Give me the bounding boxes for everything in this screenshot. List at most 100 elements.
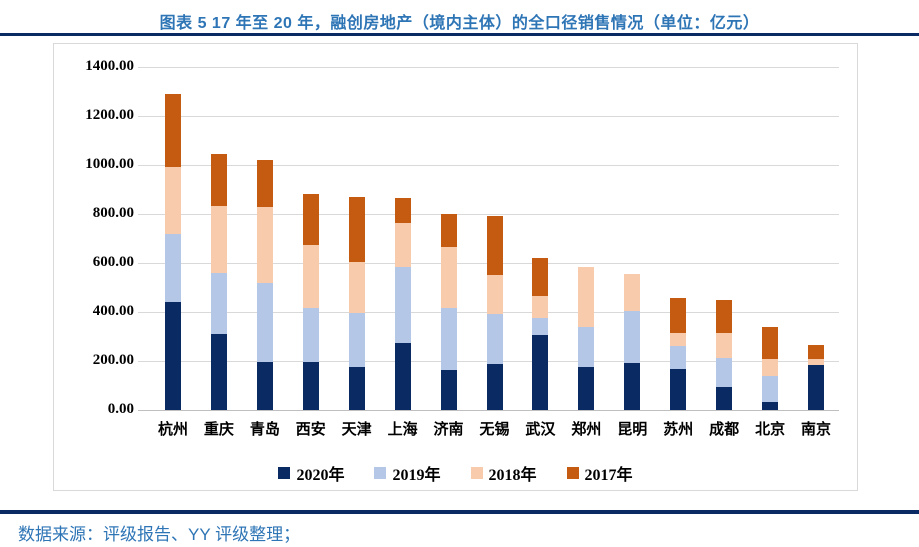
legend-item: 2019年 bbox=[374, 461, 441, 485]
legend-item: 2017年 bbox=[566, 461, 633, 485]
bar-segment-2019年 bbox=[302, 308, 319, 362]
bar-segment-2020年 bbox=[716, 387, 733, 410]
legend-swatch bbox=[374, 467, 387, 479]
bar-segment-2020年 bbox=[302, 361, 319, 410]
bar-segment-2019年 bbox=[486, 313, 503, 364]
x-axis-label: 南京 bbox=[801, 421, 832, 438]
title-divider bbox=[0, 33, 919, 36]
bar-segment-2018年 bbox=[440, 246, 457, 309]
x-axis-label: 重庆 bbox=[203, 421, 234, 438]
legend-label: 2017年 bbox=[584, 467, 633, 484]
gridline bbox=[138, 165, 839, 166]
legend-swatch bbox=[470, 467, 483, 479]
x-axis-label: 郑州 bbox=[571, 421, 602, 438]
bar-segment-2018年 bbox=[716, 332, 733, 359]
bar-segment-2019年 bbox=[762, 375, 779, 402]
bar-segment-2020年 bbox=[164, 302, 181, 410]
x-axis-label: 上海 bbox=[387, 421, 418, 438]
bar-segment-2017年 bbox=[762, 326, 779, 360]
bar-segment-2019年 bbox=[394, 267, 411, 343]
bar-segment-2019年 bbox=[256, 282, 273, 362]
bar-segment-2020年 bbox=[808, 364, 825, 410]
bar-segment-2019年 bbox=[440, 308, 457, 371]
bar-segment-2018年 bbox=[486, 275, 503, 314]
bar-segment-2018年 bbox=[762, 359, 779, 376]
bar-segment-2017年 bbox=[210, 154, 227, 206]
bar-segment-2017年 bbox=[394, 197, 411, 224]
x-axis-label: 昆明 bbox=[617, 421, 648, 438]
legend-swatch bbox=[566, 467, 579, 479]
bar-segment-2017年 bbox=[348, 196, 365, 262]
y-axis-tick: 200.00 bbox=[92, 352, 134, 368]
bar-segment-2020年 bbox=[210, 334, 227, 410]
bar-segment-2018年 bbox=[210, 205, 227, 274]
bar-segment-2017年 bbox=[670, 297, 687, 333]
bar-segment-2019年 bbox=[578, 327, 595, 367]
x-axis-label: 杭州 bbox=[157, 421, 188, 438]
bar-segment-2018年 bbox=[256, 206, 273, 283]
y-axis-tick: 1200.00 bbox=[85, 107, 134, 123]
footer-divider bbox=[0, 510, 919, 514]
gridline bbox=[138, 67, 839, 68]
bar-segment-2020年 bbox=[762, 401, 779, 410]
gridline bbox=[138, 214, 839, 215]
y-axis-tick: 0.00 bbox=[107, 401, 134, 417]
x-axis-label: 天津 bbox=[341, 421, 372, 438]
plot-area: 0.00 200.00 400.00 600.00 800.00 1000.00 1200.… bbox=[54, 44, 857, 490]
bar-segment-2018年 bbox=[164, 167, 181, 235]
y-axis-tick: 600.00 bbox=[92, 254, 134, 270]
bar-segment-2018年 bbox=[670, 332, 687, 347]
bar-segment-2018年 bbox=[624, 274, 641, 312]
chart-container: 0.00 200.00 400.00 600.00 800.00 1000.00 1200.… bbox=[53, 43, 858, 491]
y-axis-tick: 1000.00 bbox=[85, 156, 134, 172]
bar-segment-2020年 bbox=[256, 361, 273, 410]
legend-label: 2020年 bbox=[296, 467, 345, 484]
legend-label: 2019年 bbox=[392, 467, 441, 484]
gridline bbox=[138, 410, 839, 411]
y-axis-tick: 800.00 bbox=[92, 205, 134, 221]
bar-segment-2019年 bbox=[348, 312, 365, 368]
bar-segment-2020年 bbox=[624, 362, 641, 410]
x-axis-label: 成都 bbox=[709, 421, 740, 438]
legend-item: 2020年 bbox=[278, 461, 344, 485]
x-axis-label: 无锡 bbox=[479, 421, 510, 438]
bar-segment-2020年 bbox=[440, 370, 457, 410]
bar-segment-2017年 bbox=[716, 299, 733, 333]
bar-segment-2017年 bbox=[808, 345, 825, 360]
bar-segment-2020年 bbox=[394, 342, 411, 410]
bar-segment-2020年 bbox=[348, 367, 365, 410]
bar-segment-2020年 bbox=[486, 363, 503, 410]
bar-segment-2019年 bbox=[210, 273, 227, 335]
bar-segment-2020年 bbox=[532, 335, 549, 410]
bar-segment-2017年 bbox=[164, 94, 181, 168]
y-axis-tick: 1400.00 bbox=[85, 58, 134, 74]
bar-segment-2019年 bbox=[164, 234, 181, 303]
bar-segment-2018年 bbox=[578, 266, 595, 328]
bar-segment-2018年 bbox=[808, 359, 825, 365]
bar-segment-2020年 bbox=[670, 369, 687, 410]
bar-segment-2018年 bbox=[394, 223, 411, 268]
x-axis-label: 青岛 bbox=[249, 421, 280, 438]
bar-segment-2019年 bbox=[670, 346, 687, 370]
x-axis-label: 武汉 bbox=[525, 421, 556, 438]
legend: 2020年 2019年 2018年 2017年 bbox=[54, 461, 857, 485]
bar-segment-2018年 bbox=[348, 261, 365, 313]
x-axis-label: 西安 bbox=[295, 421, 326, 438]
y-axis-tick: 400.00 bbox=[92, 303, 134, 319]
bar-segment-2020年 bbox=[578, 366, 595, 410]
bar-segment-2017年 bbox=[256, 160, 273, 207]
bar-segment-2018年 bbox=[532, 296, 549, 319]
gridline bbox=[138, 116, 839, 117]
x-axis-label: 苏州 bbox=[663, 421, 694, 438]
bar-segment-2018年 bbox=[302, 245, 319, 309]
bar-segment-2019年 bbox=[624, 311, 641, 363]
chart-title: 图表 5 17 年至 20 年，融创房地产（境内主体）的全口径销售情况（单位：亿… bbox=[159, 15, 760, 32]
bar-segment-2019年 bbox=[532, 318, 549, 336]
bar-segment-2017年 bbox=[532, 257, 549, 297]
source-note: 数据来源：评级报告、YY 评级整理； bbox=[18, 525, 301, 544]
legend-item: 2018年 bbox=[470, 461, 537, 485]
bar-segment-2017年 bbox=[486, 215, 503, 275]
legend-swatch bbox=[278, 467, 291, 479]
bar-segment-2017年 bbox=[302, 194, 319, 246]
bar-segment-2017年 bbox=[440, 214, 457, 247]
